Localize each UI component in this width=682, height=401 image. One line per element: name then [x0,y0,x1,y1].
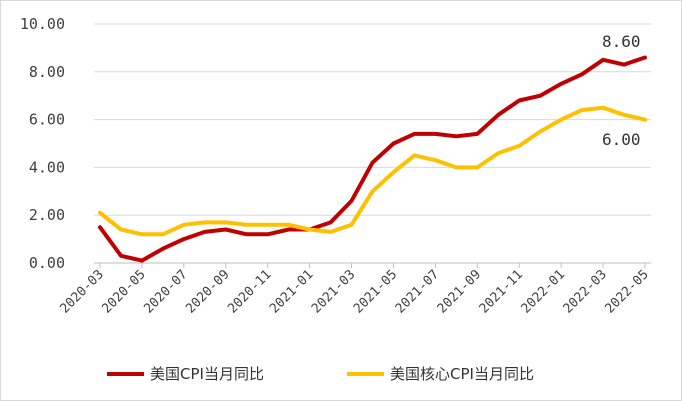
legend: 美国CPI当月同比 美国核心CPI当月同比 [107,365,534,383]
series-line-core-cpi [98,105,647,237]
y-tick-label: 8.00 [29,63,65,81]
data-labels: 8.60 6.00 [602,32,641,149]
x-tick-label: 2021-07 [393,267,442,316]
x-tick-label: 2021-09 [435,267,484,316]
x-tick-label: 2022-05 [602,267,651,316]
x-tick-label: 2021-01 [267,267,316,316]
cpi-last-value-label: 8.60 [602,32,641,51]
axes: 0.002.004.006.008.0010.002020-032020-052… [20,15,652,317]
x-tick-label: 2022-01 [519,267,568,316]
x-tick-label: 2021-03 [309,267,358,316]
legend-label-core-cpi: 美国核心CPI当月同比 [390,365,534,383]
x-tick-label: 2020-07 [141,267,190,316]
x-tick-label: 2020-05 [99,267,148,316]
series-line-cpi [98,55,647,263]
y-tick-label: 0.00 [29,254,65,272]
y-tick-label: 6.00 [29,111,65,129]
legend-label-cpi: 美国CPI当月同比 [150,365,264,383]
gridlines [94,23,651,216]
x-tick-label: 2022-03 [561,267,610,316]
x-tick-label: 2020-11 [225,267,274,316]
x-tick-label: 2021-11 [477,267,526,316]
x-tick-label: 2021-05 [351,267,400,316]
y-tick-label: 2.00 [29,206,65,224]
series-lines [98,55,647,263]
y-tick-label: 10.00 [20,15,65,33]
y-tick-label: 4.00 [29,158,65,176]
x-tick-label: 2020-03 [57,267,106,316]
x-tick-label: 2020-09 [183,267,232,316]
core-cpi-last-value-label: 6.00 [602,130,641,149]
